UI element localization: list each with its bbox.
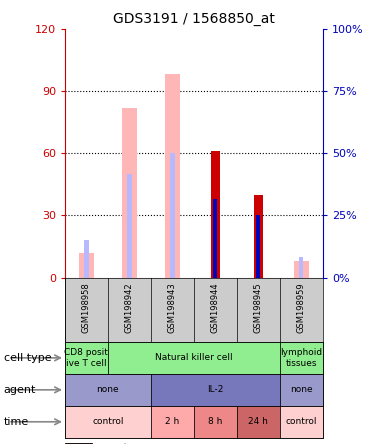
Text: time: time (4, 417, 29, 427)
Bar (151, 406, 194, 438)
Bar (65, 406, 151, 438)
Text: control: control (286, 417, 317, 426)
Bar (237, 406, 280, 438)
Bar (65, 374, 151, 406)
Bar (65, 342, 108, 374)
Bar (108, 342, 280, 374)
Bar (127, 174, 132, 278)
Text: GSM198945: GSM198945 (254, 283, 263, 333)
Bar (170, 153, 174, 278)
Bar (194, 406, 237, 438)
Text: control: control (92, 417, 124, 426)
Text: GSM198943: GSM198943 (168, 283, 177, 333)
Text: count: count (101, 443, 128, 444)
Bar (122, 107, 137, 278)
Text: Natural killer cell: Natural killer cell (155, 353, 233, 362)
Text: none: none (96, 385, 119, 394)
Text: lymphoid
tissues: lymphoid tissues (280, 348, 322, 368)
Text: 8 h: 8 h (208, 417, 223, 426)
Title: GDS3191 / 1568850_at: GDS3191 / 1568850_at (113, 12, 275, 27)
Text: IL-2: IL-2 (207, 385, 223, 394)
Bar (213, 199, 217, 278)
Bar (79, 253, 94, 278)
Text: 2 h: 2 h (165, 417, 180, 426)
Bar (280, 342, 323, 374)
Text: GSM198942: GSM198942 (125, 283, 134, 333)
Text: GSM198959: GSM198959 (297, 283, 306, 333)
Text: GSM198958: GSM198958 (82, 283, 91, 333)
Text: agent: agent (4, 385, 36, 395)
Bar (165, 75, 180, 278)
Text: cell type: cell type (4, 353, 51, 363)
Bar (299, 257, 303, 278)
Bar (280, 406, 323, 438)
Bar (256, 215, 260, 278)
Bar (211, 151, 220, 278)
Bar (151, 374, 280, 406)
Text: GSM198944: GSM198944 (211, 283, 220, 333)
Bar (280, 374, 323, 406)
Bar (294, 261, 309, 278)
Text: CD8 posit
ive T cell: CD8 posit ive T cell (65, 348, 108, 368)
Text: 24 h: 24 h (248, 417, 268, 426)
Bar (254, 194, 263, 278)
Bar (65, 443, 92, 444)
Text: none: none (290, 385, 313, 394)
Bar (84, 240, 89, 278)
